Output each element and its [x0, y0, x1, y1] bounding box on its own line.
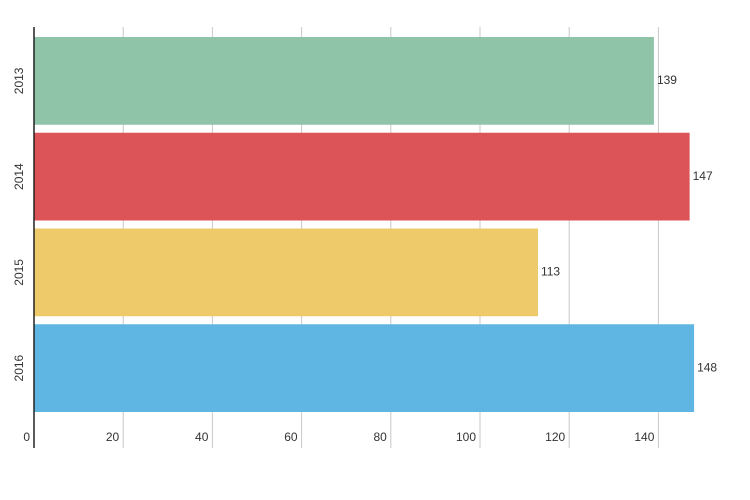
x-tick-label: 40	[195, 430, 209, 444]
x-tick-label: 100	[456, 430, 476, 444]
value-label: 148	[697, 360, 717, 374]
value-label: 147	[693, 169, 713, 183]
x-tick-label: 0	[23, 430, 30, 444]
y-tick-label: 2014	[12, 163, 26, 190]
y-tick-label: 2015	[12, 259, 26, 286]
y-tick-label: 2013	[12, 67, 26, 94]
y-tick-label: 2016	[12, 354, 26, 381]
value-label: 113	[541, 265, 560, 279]
bar	[34, 228, 538, 317]
value-label: 139	[657, 73, 677, 87]
x-tick-label: 120	[545, 430, 565, 444]
bar	[34, 324, 695, 412]
x-tick-label: 80	[373, 430, 387, 444]
x-tick-label: 140	[634, 430, 654, 444]
bar	[34, 132, 690, 221]
x-tick-label: 20	[106, 430, 120, 444]
x-tick-label: 60	[284, 430, 298, 444]
bar	[34, 37, 654, 125]
